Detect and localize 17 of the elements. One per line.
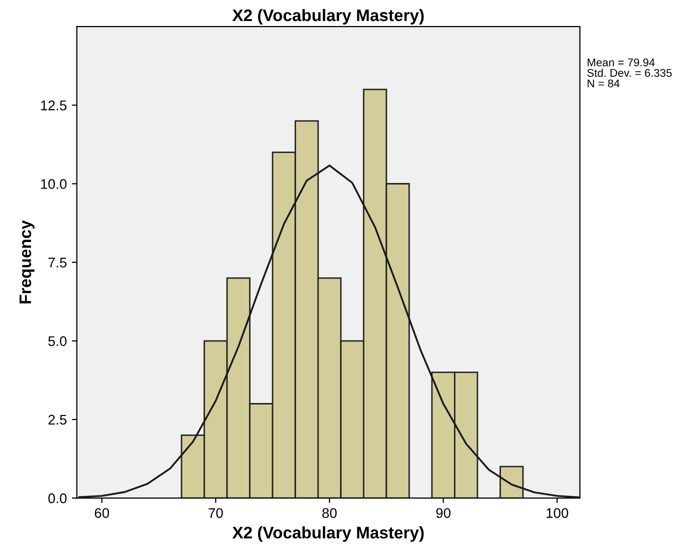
y-axis-title: Frequency xyxy=(20,220,35,304)
text: N = 84 xyxy=(588,80,620,88)
x-tick-label: 80 xyxy=(322,508,337,518)
x-tick-label: 90 xyxy=(436,508,450,518)
y-tick-label: 2.5 xyxy=(48,414,67,425)
x-axis-title: X2 (Vocabulary Mastery) xyxy=(232,526,424,542)
y-tick-label: 0.0 xyxy=(48,493,67,504)
y-tick-label: 5.0 xyxy=(48,336,67,346)
x-tick-label: 60 xyxy=(94,508,110,518)
x-tick-label: 100 xyxy=(546,508,568,518)
y-tick-label: 10.0 xyxy=(41,179,67,189)
y-tick-label: 12.5 xyxy=(41,100,67,110)
text: Mean = 79.94 xyxy=(588,58,655,66)
chart-title: X2 (Vocabulary Mastery) xyxy=(232,8,424,24)
text: Std. Dev. = 6.335 xyxy=(587,68,672,77)
x-tick-label: 70 xyxy=(208,508,223,518)
y-tick-label: 7.5 xyxy=(48,258,67,268)
